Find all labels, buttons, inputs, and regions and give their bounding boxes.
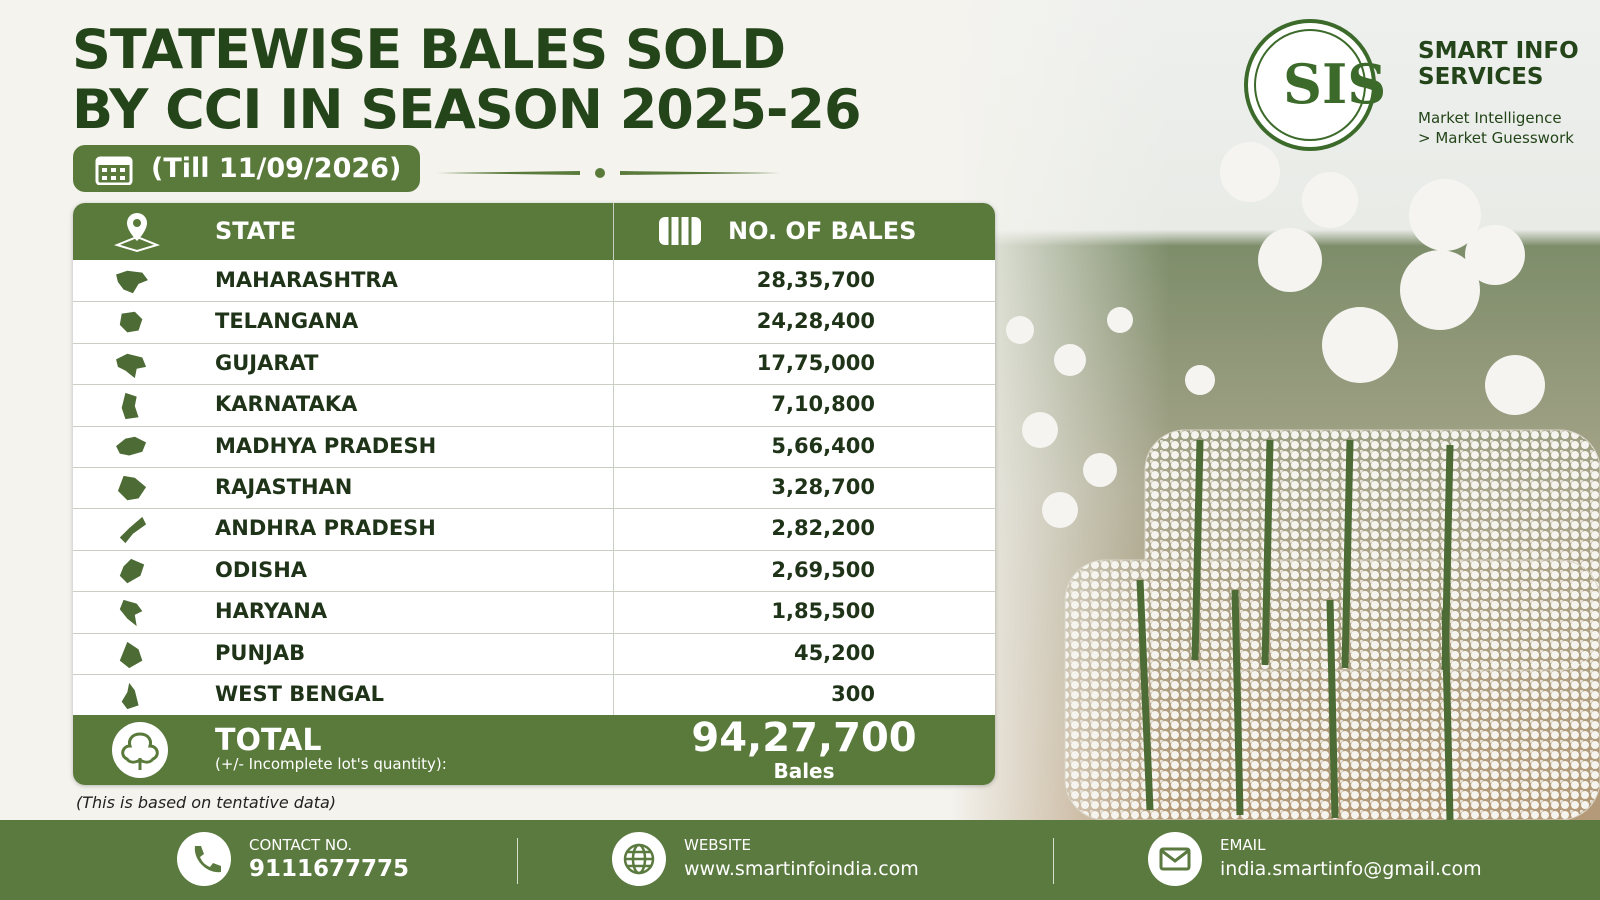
bale-count: 7,10,800 bbox=[771, 392, 875, 417]
table-row: MAHARASHTRA 28,35,700 bbox=[73, 260, 995, 303]
state-name: RAJASTHAN bbox=[215, 475, 353, 499]
calendar-icon bbox=[95, 156, 133, 185]
state-icon bbox=[119, 600, 143, 627]
state-name: TELANGANA bbox=[215, 309, 359, 334]
footer-divider bbox=[1053, 838, 1054, 884]
brand-tagline: Market Intelligence > Market Guesswork bbox=[1418, 108, 1574, 148]
globe-icon bbox=[612, 832, 666, 886]
date-text: (Till 11/09/2026) bbox=[151, 153, 402, 184]
total-note: (+/- Incomplete lot's quantity): bbox=[215, 755, 447, 773]
state-shape bbox=[119, 600, 143, 627]
cotton-bolls bbox=[1006, 142, 1545, 528]
state-icon bbox=[116, 353, 147, 378]
brand-line: SMART INFO bbox=[1418, 38, 1579, 64]
date-pill: (Till 11/09/2026) bbox=[73, 145, 420, 192]
bale-count: 2,69,500 bbox=[771, 557, 875, 582]
table-row: KARNATAKA 7,10,800 bbox=[73, 384, 995, 427]
column-header: NO. OF BALES bbox=[728, 217, 917, 245]
location-icon bbox=[113, 213, 161, 253]
footer: CONTACT NO. 9111677775 WEBSITE www.smart… bbox=[0, 820, 1600, 900]
state-name: ODISHA bbox=[215, 557, 308, 582]
footer-label: EMAIL bbox=[1220, 836, 1266, 854]
total-value: 94,27,700 bbox=[691, 715, 917, 761]
brand-line: SERVICES bbox=[1418, 64, 1544, 90]
brand-name: SMART INFO SERVICES bbox=[1418, 38, 1579, 90]
phone-icon bbox=[177, 832, 231, 886]
bale-count: 1,85,500 bbox=[771, 599, 875, 624]
state-name: MAHARASHTRA bbox=[215, 268, 398, 292]
state-icon bbox=[119, 312, 143, 333]
footer-value: india.smartinfo@gmail.com bbox=[1220, 858, 1482, 880]
table-row: GUJARAT 17,75,000 bbox=[73, 343, 995, 386]
state-name: KARNATAKA bbox=[215, 392, 358, 417]
bale-count: 2,82,200 bbox=[771, 516, 875, 541]
logo-mark: SIS bbox=[1283, 52, 1387, 116]
title-line: BY CCI IN SEASON 2025-26 bbox=[72, 78, 862, 141]
state-shape bbox=[116, 270, 148, 294]
cotton-icon bbox=[112, 722, 168, 778]
table-row: MADHYA PRADESH 5,66,400 bbox=[73, 426, 995, 468]
bale-count: 300 bbox=[831, 682, 875, 706]
state-name: MADHYA PRADESH bbox=[215, 433, 437, 458]
state-icon bbox=[119, 641, 143, 668]
column-divider bbox=[613, 203, 614, 785]
bale-count: 45,200 bbox=[793, 640, 875, 665]
state-name: HARYANA bbox=[215, 599, 328, 624]
bale-count: 24,28,400 bbox=[756, 309, 875, 334]
state-icon bbox=[121, 682, 139, 710]
state-shape bbox=[121, 393, 139, 420]
bale-count: 28,35,700 bbox=[756, 268, 875, 292]
logo bbox=[1244, 19, 1376, 151]
column-header: STATE bbox=[215, 217, 297, 245]
total-unit: Bales bbox=[773, 759, 835, 783]
footer-label: CONTACT NO. bbox=[249, 836, 353, 854]
bale-count: 5,66,400 bbox=[771, 433, 875, 458]
state-icon bbox=[121, 393, 139, 420]
state-shape bbox=[121, 682, 139, 710]
state-icon bbox=[119, 517, 147, 544]
bales-table: STATE NO. OF BALES MAHARASHTRA 28,35,700 T… bbox=[73, 203, 995, 785]
state-shape bbox=[119, 312, 143, 333]
divider-ornament bbox=[437, 168, 780, 178]
table-row: RAJASTHAN 3,28,700 bbox=[73, 467, 995, 510]
total-label: TOTAL bbox=[215, 723, 322, 758]
mail-icon bbox=[1148, 832, 1202, 886]
bale-count: 17,75,000 bbox=[756, 350, 875, 375]
total-row: TOTAL (+/- Incomplete lot's quantity): 9… bbox=[73, 715, 995, 785]
table-row: ODISHA 2,69,500 bbox=[73, 550, 995, 593]
state-icon bbox=[116, 436, 147, 456]
title-line: STATEWISE BALES SOLD bbox=[72, 18, 786, 81]
footer-label: WEBSITE bbox=[684, 836, 751, 854]
table-row: TELANGANA 24,28,400 bbox=[73, 301, 995, 344]
footer-value: 9111677775 bbox=[249, 856, 410, 882]
state-icon bbox=[117, 475, 147, 501]
tagline-line: Market Intelligence bbox=[1418, 109, 1562, 127]
state-icon bbox=[119, 558, 145, 584]
footer-divider bbox=[517, 838, 518, 884]
footer-value: www.smartinfoindia.com bbox=[684, 858, 919, 880]
tagline-line: > Market Guesswork bbox=[1418, 129, 1574, 147]
state-icon bbox=[116, 270, 148, 294]
state-shape bbox=[116, 353, 147, 378]
table-row: HARYANA 1,85,500 bbox=[73, 591, 995, 634]
state-name: PUNJAB bbox=[215, 640, 306, 665]
table-header: STATE NO. OF BALES bbox=[73, 203, 995, 260]
state-shape bbox=[119, 558, 145, 584]
table-row: PUNJAB 45,200 bbox=[73, 633, 995, 675]
table-row: WEST BENGAL 300 bbox=[73, 674, 995, 717]
state-shape bbox=[117, 475, 147, 501]
state-shape bbox=[116, 436, 147, 456]
state-shape bbox=[119, 641, 143, 668]
bale-icon bbox=[659, 217, 701, 245]
footnote: (This is based on tentative data) bbox=[76, 793, 337, 812]
state-name: GUJARAT bbox=[215, 350, 319, 375]
bales bbox=[1064, 429, 1600, 821]
state-shape bbox=[119, 517, 147, 544]
state-name: ANDHRA PRADESH bbox=[215, 516, 436, 541]
table-row: ANDHRA PRADESH 2,82,200 bbox=[73, 508, 995, 551]
bale-count: 3,28,700 bbox=[771, 475, 875, 499]
state-name: WEST BENGAL bbox=[215, 682, 385, 706]
